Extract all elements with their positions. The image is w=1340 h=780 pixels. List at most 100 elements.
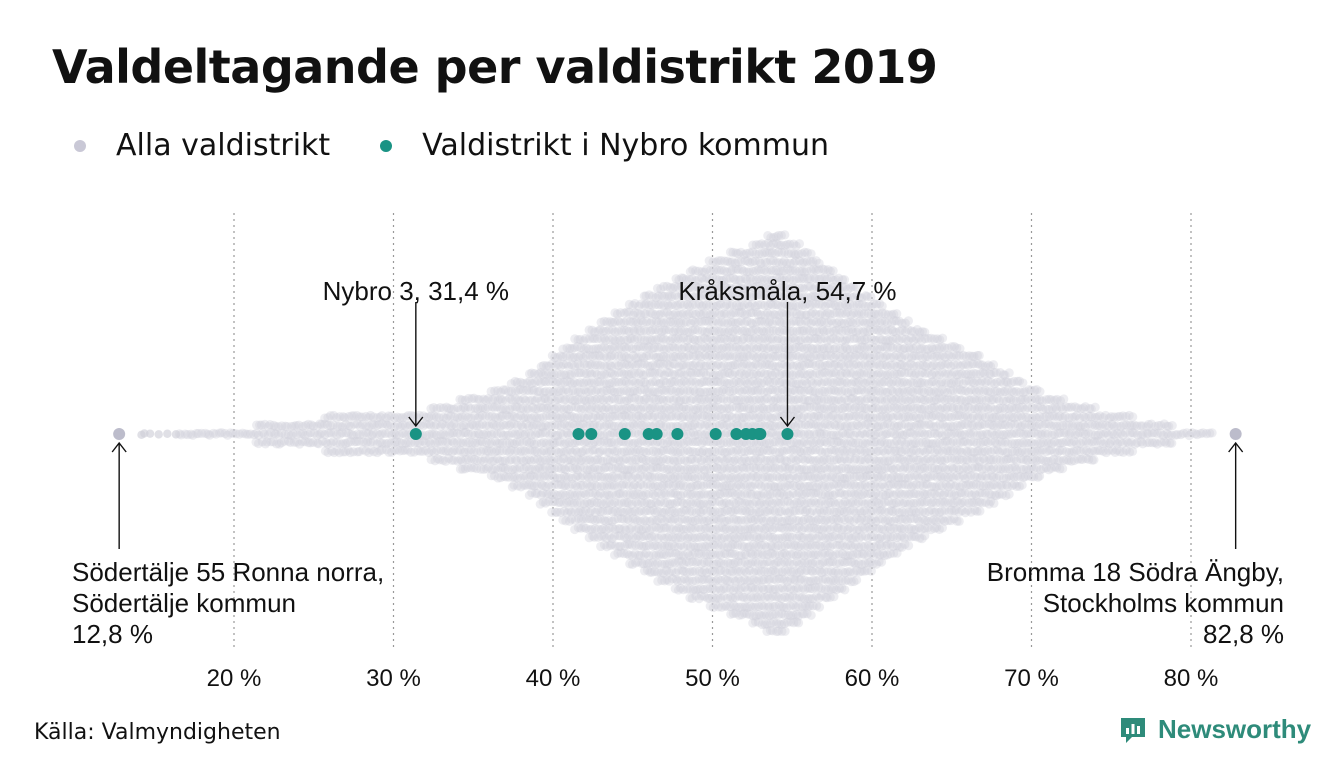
district-point [300,430,310,440]
district-point [532,413,542,423]
district-point [259,429,269,439]
district-point [449,438,459,448]
district-point [530,446,540,456]
district-point [269,428,279,438]
district-point [398,445,408,456]
district-point [516,482,526,492]
district-point [484,439,495,449]
district-point [380,428,390,439]
district-point [384,411,394,421]
grid-lines [233,213,1192,650]
district-point [377,411,387,421]
district-point [223,430,233,440]
district-point [814,602,825,612]
district-point [400,445,410,455]
district-point [355,421,365,431]
district-point [200,428,210,438]
district-point [512,473,523,483]
legend-label-all: Alla valdistrikt [116,128,331,163]
district-point [522,378,532,388]
district-point [529,385,539,395]
district-point [453,402,463,413]
district-point [510,464,520,474]
district-point [436,430,446,440]
district-point [526,430,537,440]
district-point [505,438,515,448]
district-point [340,447,350,457]
district-point [289,421,299,431]
district-point [314,439,324,449]
district-point [444,428,455,439]
district-point [469,421,479,431]
district-point [513,481,523,491]
district-point [515,410,526,421]
district-point [525,376,535,387]
district-point [455,405,466,415]
district-point [507,482,517,492]
district-point [529,439,539,449]
district-point [519,480,529,490]
district-point [492,429,503,439]
district-point [506,419,516,429]
district-point [392,445,402,455]
district-point [506,445,516,455]
district-point [507,402,517,412]
district-point [460,464,470,474]
district-point [512,455,522,466]
district-point [406,437,416,448]
district-point [421,412,431,422]
district-point [516,420,526,430]
district-point [263,421,273,432]
district-point [493,385,503,396]
district-point [512,413,522,423]
district-point [474,395,485,405]
district-point [466,463,476,473]
district-point [340,438,351,449]
district-point [452,412,463,423]
district-point [464,437,474,447]
district-point [432,454,443,464]
district-point [487,411,497,421]
district-point [519,464,529,474]
district-point [504,472,514,482]
district-point [518,438,528,448]
district-point [498,404,508,414]
district-point [478,403,488,413]
district-point [527,402,538,413]
district-point [431,412,442,422]
district-point [430,456,440,466]
district-point [361,411,371,422]
district-point [449,455,459,465]
district-point [352,411,362,421]
district-point [513,395,523,405]
district-point [466,445,476,455]
district-point [504,456,514,466]
district-point [510,411,520,422]
district-point [441,413,451,423]
district-point [519,446,529,456]
district-point [499,471,509,481]
district-point [395,413,405,423]
district-point [469,393,479,403]
district-point [446,404,457,414]
district-point [205,430,215,440]
district-point [317,436,328,446]
district-point [438,429,448,439]
district-point [473,438,483,448]
district-point [176,430,186,440]
district-point [527,395,537,405]
district-point [403,437,413,447]
district-point [418,436,428,446]
district-point [490,412,500,422]
district-point [493,465,503,475]
district-point [426,403,436,414]
district-point [510,455,521,465]
district-point [447,447,457,457]
district-point [266,437,276,447]
district-point [441,456,451,466]
district-point [343,428,354,438]
district-point [381,445,391,455]
district-point [489,420,499,430]
district-point [459,420,469,431]
district-point [348,430,359,440]
